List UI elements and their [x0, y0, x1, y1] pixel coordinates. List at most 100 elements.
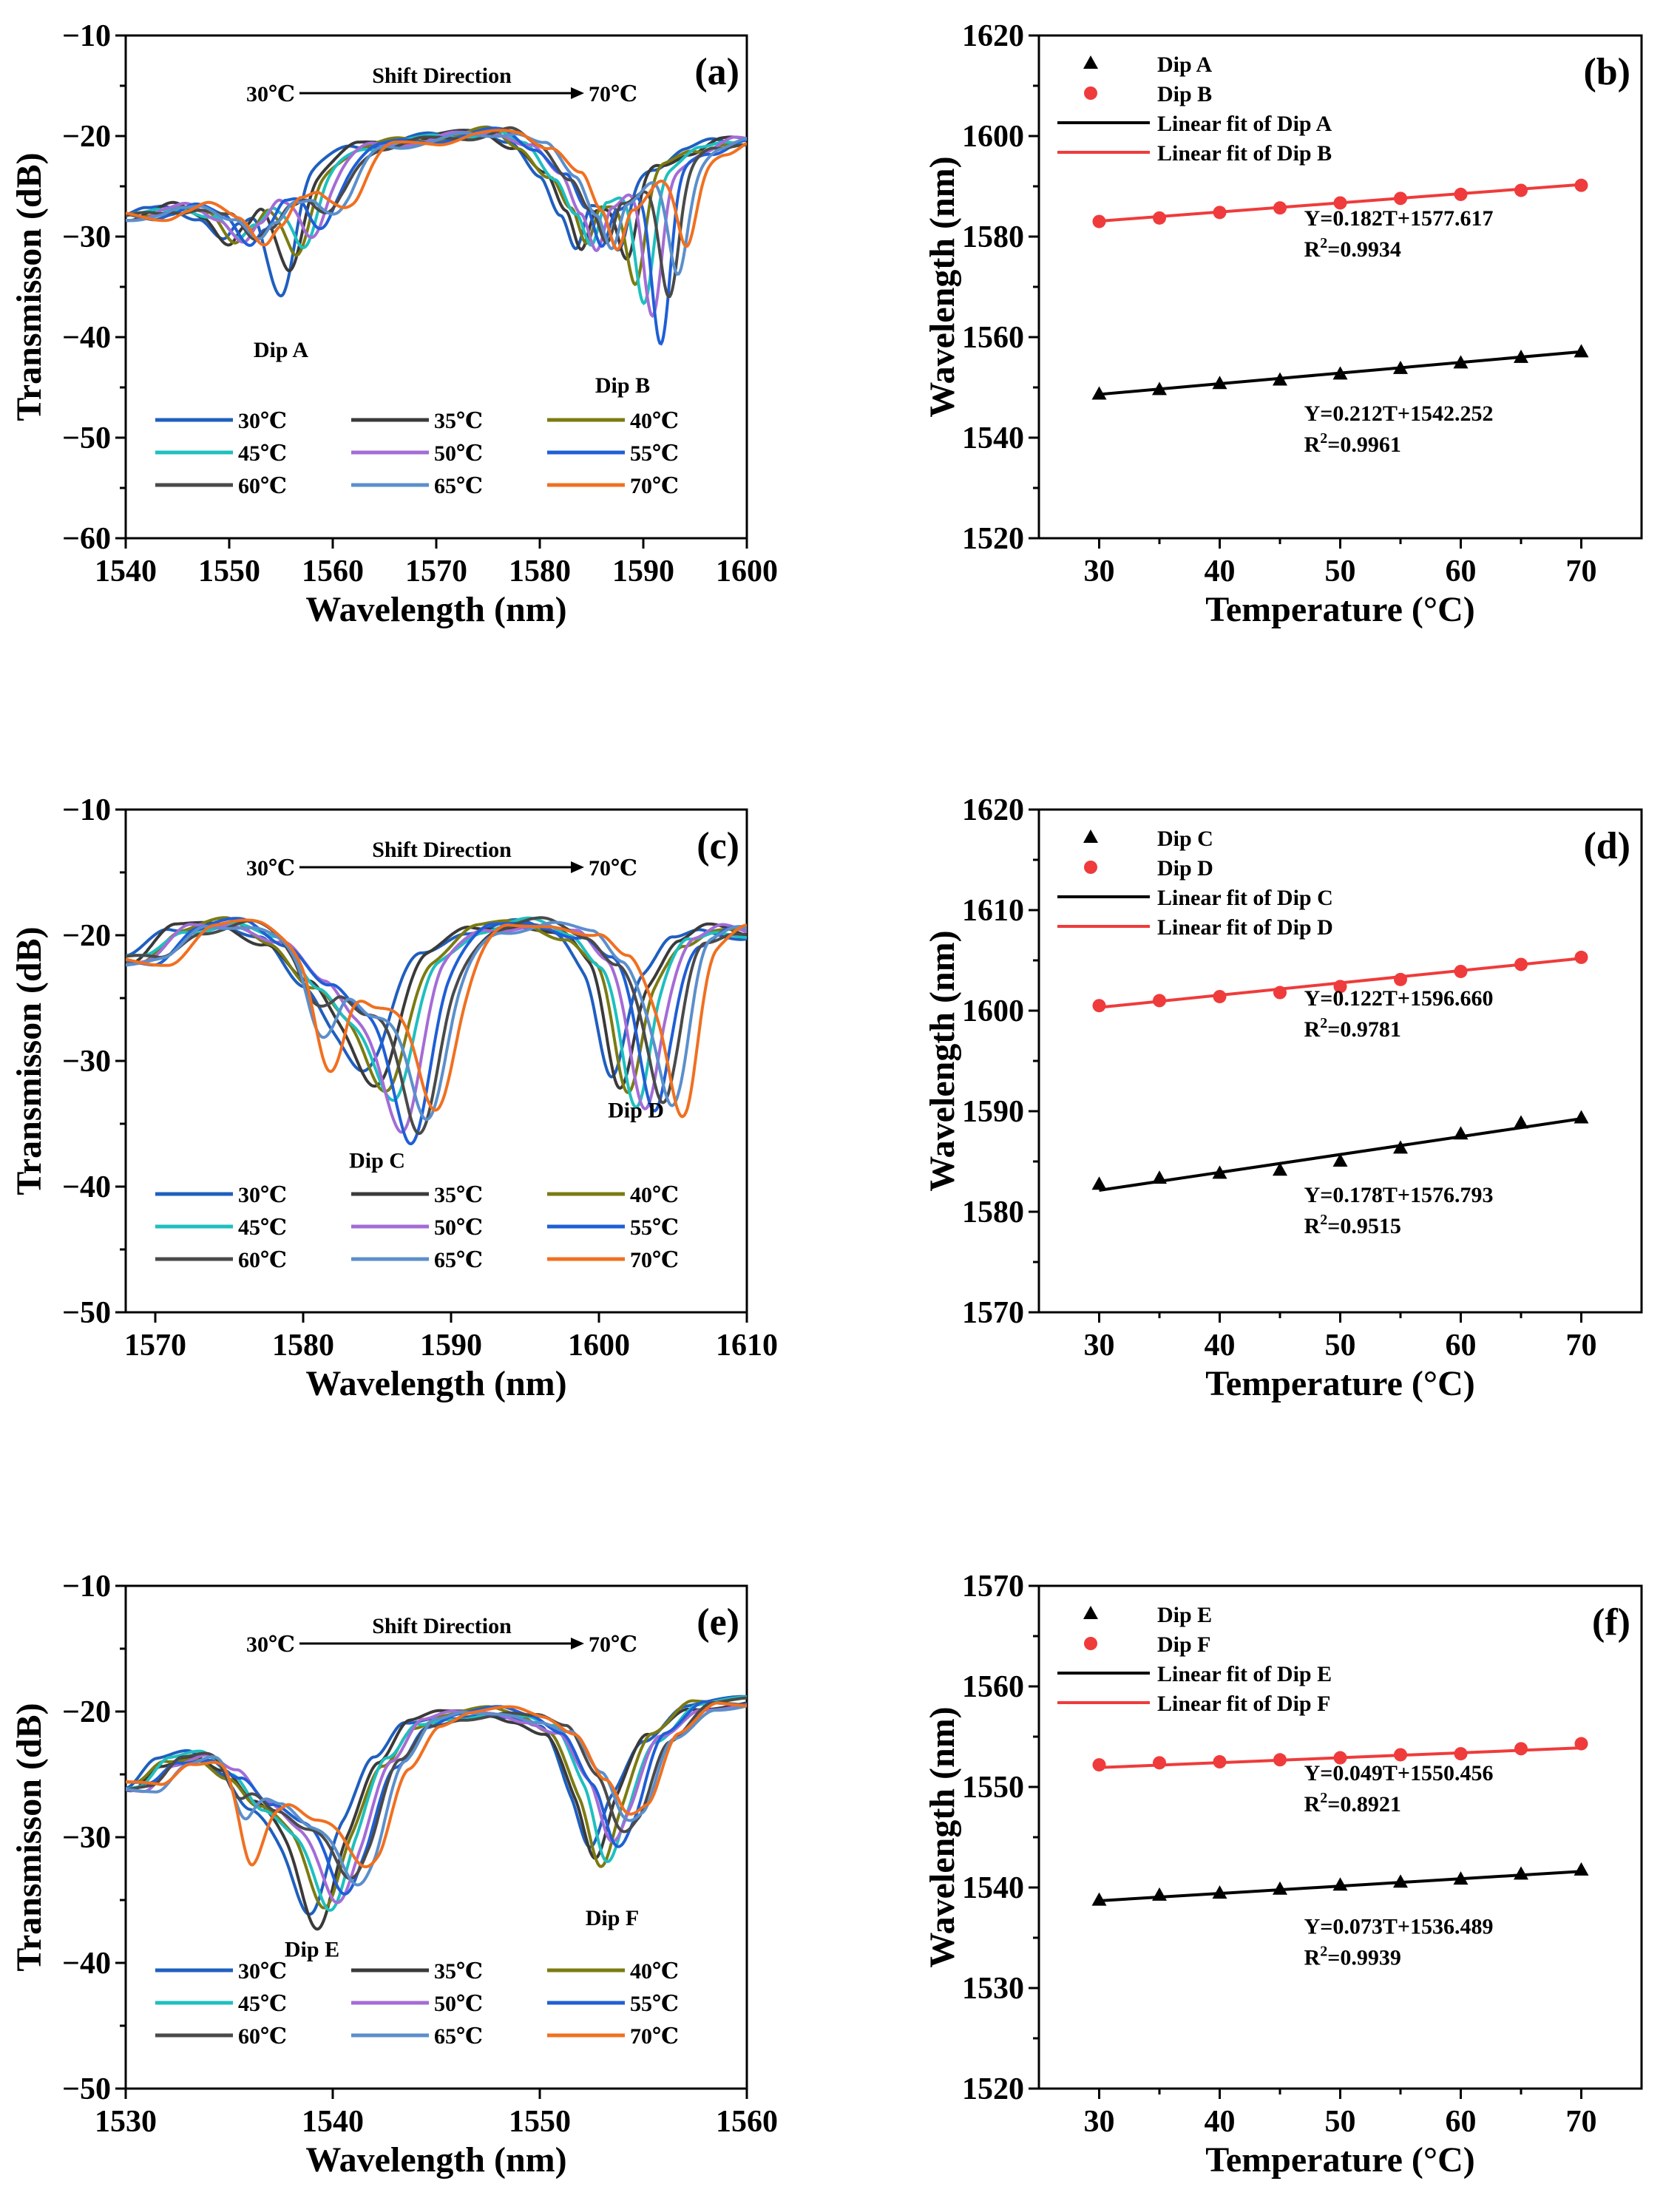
fit-r-squared: R2=0.9961	[1304, 430, 1401, 457]
x-axis-label: Wavelength (nm)	[305, 590, 566, 629]
data-point-Dip B	[1333, 196, 1347, 210]
x-tick-label: 40	[1205, 2105, 1236, 2139]
data-point-Dip B	[1273, 201, 1287, 215]
data-point-Dip B	[1213, 206, 1227, 220]
data-point-Dip C	[1393, 1140, 1408, 1154]
fit-r-squared: R2=0.8921	[1304, 1790, 1401, 1817]
y-tick-label: 1600	[962, 994, 1024, 1028]
legend-label: 60℃	[238, 2024, 287, 2049]
series-line-65℃	[126, 131, 747, 276]
shift-arrow-head	[571, 87, 584, 99]
data-point-Dip E	[1332, 1877, 1348, 1891]
data-point-Dip B	[1514, 183, 1528, 197]
x-tick-label: 40	[1205, 1329, 1236, 1363]
shift-from-label: 30℃	[246, 1632, 295, 1657]
data-point-Dip C	[1212, 1165, 1227, 1179]
data-point-Dip D	[1153, 994, 1166, 1008]
legend-marker	[1083, 1606, 1098, 1619]
data-point-Dip F	[1213, 1755, 1227, 1768]
shift-direction-label: Shift Direction	[372, 838, 512, 862]
data-point-Dip A	[1393, 360, 1408, 374]
x-axis-label: Wavelength (nm)	[305, 2140, 566, 2180]
y-axis-label: Transmisson (dB)	[10, 152, 49, 421]
y-axis-label: Wavelength (nm)	[923, 1706, 962, 1967]
fit-r-squared: R2=0.9939	[1304, 1944, 1401, 1970]
x-tick-label: 1590	[612, 554, 674, 588]
data-point-Dip A	[1332, 366, 1348, 380]
data-point-Dip F	[1514, 1742, 1528, 1756]
legend-label: 50℃	[434, 1992, 483, 2016]
x-tick-label: 1590	[420, 1329, 482, 1363]
legend-label: 55℃	[630, 1215, 679, 1240]
data-point-Dip F	[1333, 1751, 1347, 1765]
data-point-Dip C	[1152, 1170, 1167, 1184]
legend-label: 70℃	[630, 2024, 679, 2049]
legend-label: 40℃	[630, 1183, 679, 1207]
x-tick-label: 1600	[716, 554, 778, 588]
legend-label: 65℃	[434, 2024, 483, 2049]
legend-marker	[1083, 55, 1098, 69]
data-point-Dip A	[1212, 376, 1227, 390]
y-tick-label: 1560	[962, 321, 1024, 355]
data-point-Dip C	[1091, 1176, 1107, 1190]
data-point-Dip A	[1453, 355, 1469, 369]
data-point-Dip D	[1574, 950, 1588, 964]
data-point-Dip B	[1092, 214, 1106, 228]
dip-label: Dip D	[608, 1099, 664, 1123]
y-axis-label: Transmisson (dB)	[10, 926, 49, 1195]
legend-label: Dip F	[1157, 1632, 1211, 1657]
dip-label: Dip A	[254, 338, 309, 362]
data-point-Dip D	[1213, 989, 1227, 1003]
y-tick-label: 1580	[962, 220, 1024, 254]
data-point-Dip E	[1273, 1881, 1287, 1895]
legend-label: Linear fit of Dip C	[1157, 886, 1333, 910]
legend-marker	[1083, 830, 1098, 843]
y-tick-label: 1570	[962, 1296, 1024, 1330]
y-tick-label: 1540	[962, 421, 1024, 455]
series-group	[126, 125, 747, 346]
y-axis-label: Wavelength (nm)	[923, 156, 962, 417]
data-point-Dip D	[1092, 999, 1106, 1013]
x-tick-label: 60	[1446, 554, 1477, 588]
data-point-Dip D	[1394, 972, 1407, 986]
y-tick-label: −30	[62, 220, 111, 254]
legend-label: 60℃	[238, 474, 287, 498]
y-tick-label: 1570	[962, 1570, 1024, 1604]
data-point-Dip D	[1273, 986, 1287, 1000]
x-tick-label: 1570	[405, 554, 467, 588]
legend-label: Dip C	[1157, 827, 1213, 851]
y-tick-label: −50	[62, 1296, 111, 1330]
y-axis-label: Transmisson (dB)	[10, 1703, 49, 1971]
shift-arrow-head	[571, 1638, 584, 1649]
x-tick-label: 1600	[568, 1329, 630, 1363]
y-tick-label: 1540	[962, 1871, 1024, 1905]
dip-label: Dip E	[285, 1938, 339, 1962]
legend-label: 55℃	[630, 1992, 679, 2016]
data-point-Dip E	[1453, 1871, 1469, 1885]
x-tick-label: 50	[1325, 554, 1356, 588]
data-point-Dip E	[1393, 1874, 1408, 1888]
y-tick-label: −40	[62, 1947, 111, 1981]
x-tick-label: 70	[1566, 1329, 1597, 1363]
data-point-Dip E	[1574, 1862, 1589, 1876]
data-point-Dip D	[1514, 957, 1528, 971]
y-tick-label: −10	[62, 1570, 111, 1604]
legend-label: 35℃	[434, 409, 483, 433]
y-tick-label: 1520	[962, 2072, 1024, 2106]
x-tick-label: 40	[1205, 554, 1236, 588]
y-tick-label: 1590	[962, 1095, 1024, 1129]
panel-e: 1530 1540 1550 1560 −50 −40 −30 −20 −10 Wavelengt…	[10, 1570, 778, 2180]
legend-label: Linear fit of Dip D	[1157, 915, 1333, 940]
legend-label: 30℃	[238, 409, 287, 433]
panel-d: 30 40 50 60 70 1570 1580 1590 1600 1610 1620 Temper…	[923, 793, 1643, 1403]
data-point-Dip A	[1152, 381, 1167, 396]
y-tick-label: 1580	[962, 1195, 1024, 1229]
x-tick-label: 1570	[124, 1329, 186, 1363]
y-tick-label: 1530	[962, 1972, 1024, 2006]
x-axis-label: Temperature (°C)	[1205, 1364, 1474, 1403]
shift-direction-label: Shift Direction	[372, 64, 512, 88]
panel-label: (a)	[694, 51, 739, 93]
x-tick-label: 30	[1084, 554, 1115, 588]
dip-label: Dip F	[586, 1906, 640, 1930]
series-line-70℃	[126, 1701, 747, 1869]
